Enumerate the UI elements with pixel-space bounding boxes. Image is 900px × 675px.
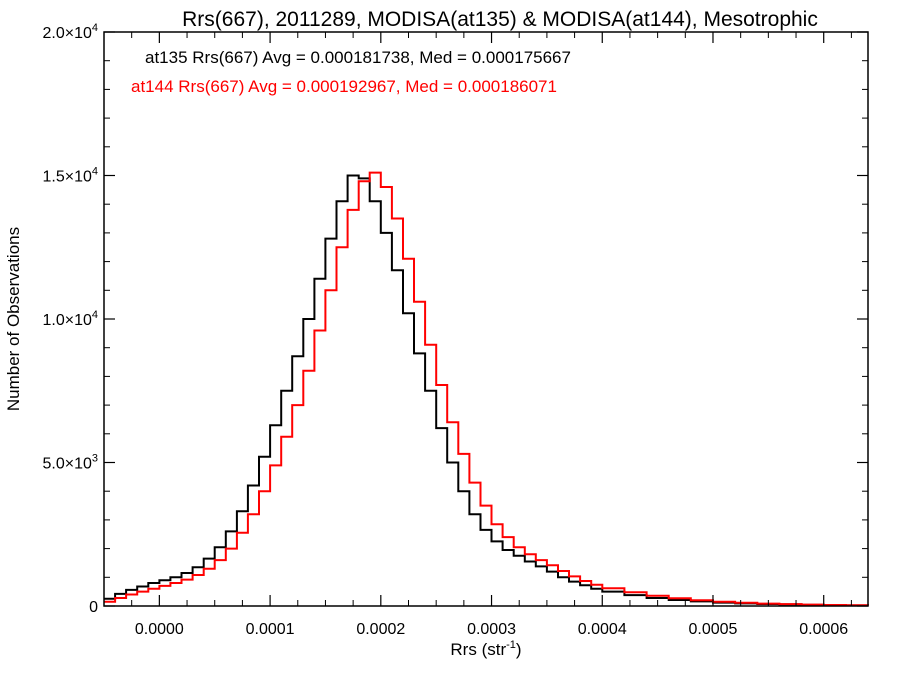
x-axis-title: Rrs (str-1)	[450, 639, 521, 659]
y-tick-label: 5.0×103	[42, 453, 98, 473]
annotation-at144: at144 Rrs(667) Avg = 0.000192967, Med = …	[131, 77, 557, 96]
y-tick-label-exponent: 4	[92, 22, 98, 34]
chart-title: Rrs(667), 2011289, MODISA(at135) & MODIS…	[182, 8, 818, 31]
x-tick-label: 0.0005	[689, 621, 738, 638]
annotation-at135: at135 Rrs(667) Avg = 0.000181738, Med = …	[145, 48, 571, 67]
x-tick-label: 0.0006	[799, 621, 848, 638]
x-tick-label: 0.0004	[578, 621, 627, 638]
y-tick-label: 0	[89, 599, 98, 616]
y-tick-label: 2.0×104	[42, 22, 98, 42]
x-axis-ticks: 0.0000 0.0001 0.0002 0.0003 0.0004 0.0005 0.00…	[131, 32, 852, 638]
x-tick-label: 0.0003	[467, 621, 516, 638]
y-tick-label-exponent: 4	[92, 309, 98, 321]
y-axis-ticks: 0 5.0×103 1.0×104 1.5×104 2.0×104	[42, 22, 868, 616]
x-tick-label: 0.0000	[135, 621, 184, 638]
y-tick-label: 1.5×104	[42, 166, 98, 186]
y-tick-label: 1.0×104	[42, 309, 98, 329]
x-tick-label: 0.0001	[246, 621, 295, 638]
y-tick-label-exponent: 4	[92, 166, 98, 178]
series-line-at144	[104, 171, 869, 607]
x-axis-title-exponent: -1	[506, 639, 516, 651]
x-tick-label: 0.0002	[356, 621, 405, 638]
plot-marks	[104, 171, 869, 607]
y-axis-title: Number of Observations	[4, 227, 23, 411]
y-tick-label-exponent: 3	[92, 453, 98, 465]
